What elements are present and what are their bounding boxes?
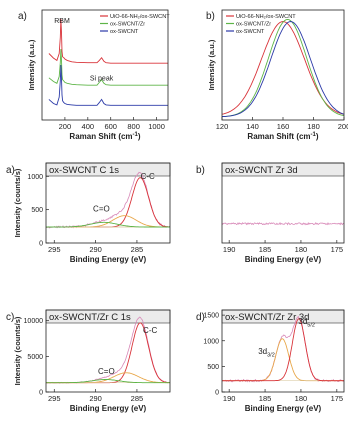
raman_a-xtick-label: 600 <box>104 122 117 131</box>
xps_zr3d_oxswcnt_zr-xtick-label: 180 <box>295 394 308 403</box>
xps_c1s_oxswcnt_zr-title: ox-SWCNT/Zr C 1s <box>49 312 131 323</box>
xps_c1s_oxswcnt-annotation-1: C=O <box>93 205 110 214</box>
raman_b-series-1 <box>222 18 344 118</box>
xps_zr3d_oxswcnt-xlabel: Binding Energy (eV) <box>245 255 322 264</box>
xps_c1s_oxswcnt-annotation-0: C-C <box>141 172 155 181</box>
xps_zr3d_oxswcnt_zr-annotation-1: 3d5/2 <box>298 317 315 329</box>
xps_zr3d_oxswcnt-xtick-label: 185 <box>259 245 272 254</box>
xps_zr3d_oxswcnt_zr-annotation-0: 3d3/2 <box>258 347 275 359</box>
xps_zr3d_oxswcnt_zr-annotation-subscript: 3/2 <box>267 353 275 359</box>
raman_a-frame <box>41 9 169 121</box>
xps_c1s_oxswcnt_zr-panel-label: c) <box>6 312 14 323</box>
raman_b-series-2 <box>222 21 344 118</box>
raman_a-xlabel: Raman Shift (cm-1) <box>69 132 140 141</box>
raman_b-xtick-label: 140 <box>246 122 259 131</box>
raman_b-xlabel: Raman Shift (cm-1) <box>247 132 318 141</box>
xps_zr3d_oxswcnt_zr-title: ox-SWCNT/Zr Zr 3d <box>225 312 309 323</box>
xps_c1s_oxswcnt-ytick-label: 0 <box>39 241 43 248</box>
xps_c1s_oxswcnt-xlabel: Binding Energy (eV) <box>70 255 147 264</box>
raman_a-annotation-1: Si peak <box>90 76 114 83</box>
xps_c1s_oxswcnt_zr-xtick-label: 285 <box>131 394 144 403</box>
xps_c1s_oxswcnt_zr-xlabel: Binding Energy (eV) <box>70 404 147 413</box>
xps_zr3d_oxswcnt_zr-panel-label: d) <box>196 312 205 323</box>
xps_c1s_oxswcnt-title: ox-SWCNT C 1s <box>49 165 119 176</box>
xps_c1s_oxswcnt_zr-ylabel: Intensity (counts/s) <box>13 316 22 385</box>
xps_c1s_oxswcnt_zr-annotation-0: C-C <box>143 326 157 335</box>
raman_a-xtick-label: 400 <box>82 122 95 131</box>
xps_c1s_oxswcnt-xtick-label: 285 <box>131 245 144 254</box>
raman_a-ylabel: Intensity (a.u.) <box>27 39 36 90</box>
raman_a-xtick-label: 200 <box>59 122 72 131</box>
raman_a-xlabel-tail: ) <box>138 132 141 141</box>
xps_c1s_oxswcnt_zr-annotation-1: C=O <box>98 367 115 376</box>
xps_c1s_oxswcnt-series-3 <box>46 221 170 228</box>
raman_b-legend-entry: UiO-66-NH₂/ox-SWCNT <box>236 14 296 20</box>
xps_c1s_oxswcnt-ylabel: Intensity (counts/s) <box>13 168 22 237</box>
xps_zr3d_oxswcnt_zr-xlabel: Binding Energy (eV) <box>245 404 322 413</box>
raman_a-series-1 <box>48 48 168 86</box>
xps_zr3d_oxswcnt_zr-ytick-label: 1000 <box>203 338 219 345</box>
xps_c1s_oxswcnt-ytick-label: 500 <box>31 207 43 214</box>
xps_zr3d_oxswcnt_zr-xtick-label: 190 <box>223 394 236 403</box>
xps_zr3d_oxswcnt-xtick-label: 175 <box>331 245 344 254</box>
raman_a-xtick-label: 1000 <box>148 122 165 131</box>
raman_b-xtick-label: 160 <box>277 122 290 131</box>
xps_zr3d_oxswcnt-series-0 <box>222 221 344 226</box>
raman_a-legend-entry: ox-SWCNT <box>110 29 139 35</box>
raman_b-xtick-label: 180 <box>307 122 320 131</box>
xps_c1s_oxswcnt-xtick-label: 290 <box>89 245 102 254</box>
xps_zr3d_oxswcnt_zr-ytick-label: 500 <box>207 364 219 371</box>
xps_c1s_oxswcnt_zr-series-3 <box>46 379 170 384</box>
xps_zr3d_oxswcnt_zr-frame <box>221 309 345 393</box>
xps_zr3d_oxswcnt_zr-xtick-label: 185 <box>259 394 272 403</box>
raman_b-ylabel: Intensity (a.u.) <box>207 39 216 90</box>
xps_c1s_oxswcnt_zr-frame <box>45 309 171 393</box>
raman_a-xtick-label: 800 <box>127 122 140 131</box>
xps_zr3d_oxswcnt_zr-series-2 <box>222 318 344 382</box>
raman_a-panel-label: a) <box>18 11 27 22</box>
raman_b-xtick-label: 200 <box>338 122 348 131</box>
raman_a-legend-entry: ox-SWCNT/Zr <box>110 22 145 28</box>
raman_b-xtick-label: 120 <box>216 122 229 131</box>
xps_zr3d_oxswcnt_zr-annotation-subscript: 5/2 <box>307 322 315 328</box>
raman_b-xlabel-tail: ) <box>316 132 319 141</box>
xps_c1s_oxswcnt-frame <box>45 162 171 244</box>
raman_b-panel-label: b) <box>206 11 215 22</box>
raman_a-series-2 <box>48 64 168 106</box>
xps_c1s_oxswcnt_zr-ytick-label: 5000 <box>27 354 43 361</box>
xps_zr3d_oxswcnt-title: ox-SWCNT Zr 3d <box>225 165 298 176</box>
xps_zr3d_oxswcnt-xtick-label: 180 <box>295 245 308 254</box>
xps_c1s_oxswcnt_zr-ytick-label: 0 <box>39 390 43 397</box>
xps_zr3d_oxswcnt-xtick-label: 190 <box>223 245 236 254</box>
xps_zr3d_oxswcnt_zr-ytick-label: 0 <box>215 390 219 397</box>
raman_b-legend-entry: ox-SWCNT <box>236 29 265 35</box>
xps_c1s_oxswcnt-ytick-label: 1000 <box>27 174 43 181</box>
raman_b-legend-entry: ox-SWCNT/Zr <box>236 22 271 28</box>
xps_c1s_oxswcnt_zr-xtick-label: 290 <box>89 394 102 403</box>
xps_c1s_oxswcnt_zr-xtick-label: 295 <box>48 394 61 403</box>
raman_b-xlabel-superscript: -1 <box>311 132 317 138</box>
xps_c1s_oxswcnt_zr-ytick-label: 10000 <box>24 318 44 325</box>
raman_a-xlabel-superscript: -1 <box>133 132 139 138</box>
xps_zr3d_oxswcnt-frame <box>221 162 345 244</box>
raman_a-annotation-0: RBM <box>54 18 70 25</box>
xps_c1s_oxswcnt-panel-label: a) <box>6 165 15 176</box>
xps_zr3d_oxswcnt_zr-ytick-label: 1500 <box>203 313 219 320</box>
raman_a-legend-entry: UiO-66-NH₂/ox-SWCNT <box>110 14 170 20</box>
xps_zr3d_oxswcnt_zr-xtick-label: 175 <box>331 394 344 403</box>
xps_zr3d_oxswcnt-panel-label: b) <box>196 165 205 176</box>
xps_c1s_oxswcnt-xtick-label: 295 <box>48 245 61 254</box>
raman_a-series-0 <box>48 19 168 64</box>
